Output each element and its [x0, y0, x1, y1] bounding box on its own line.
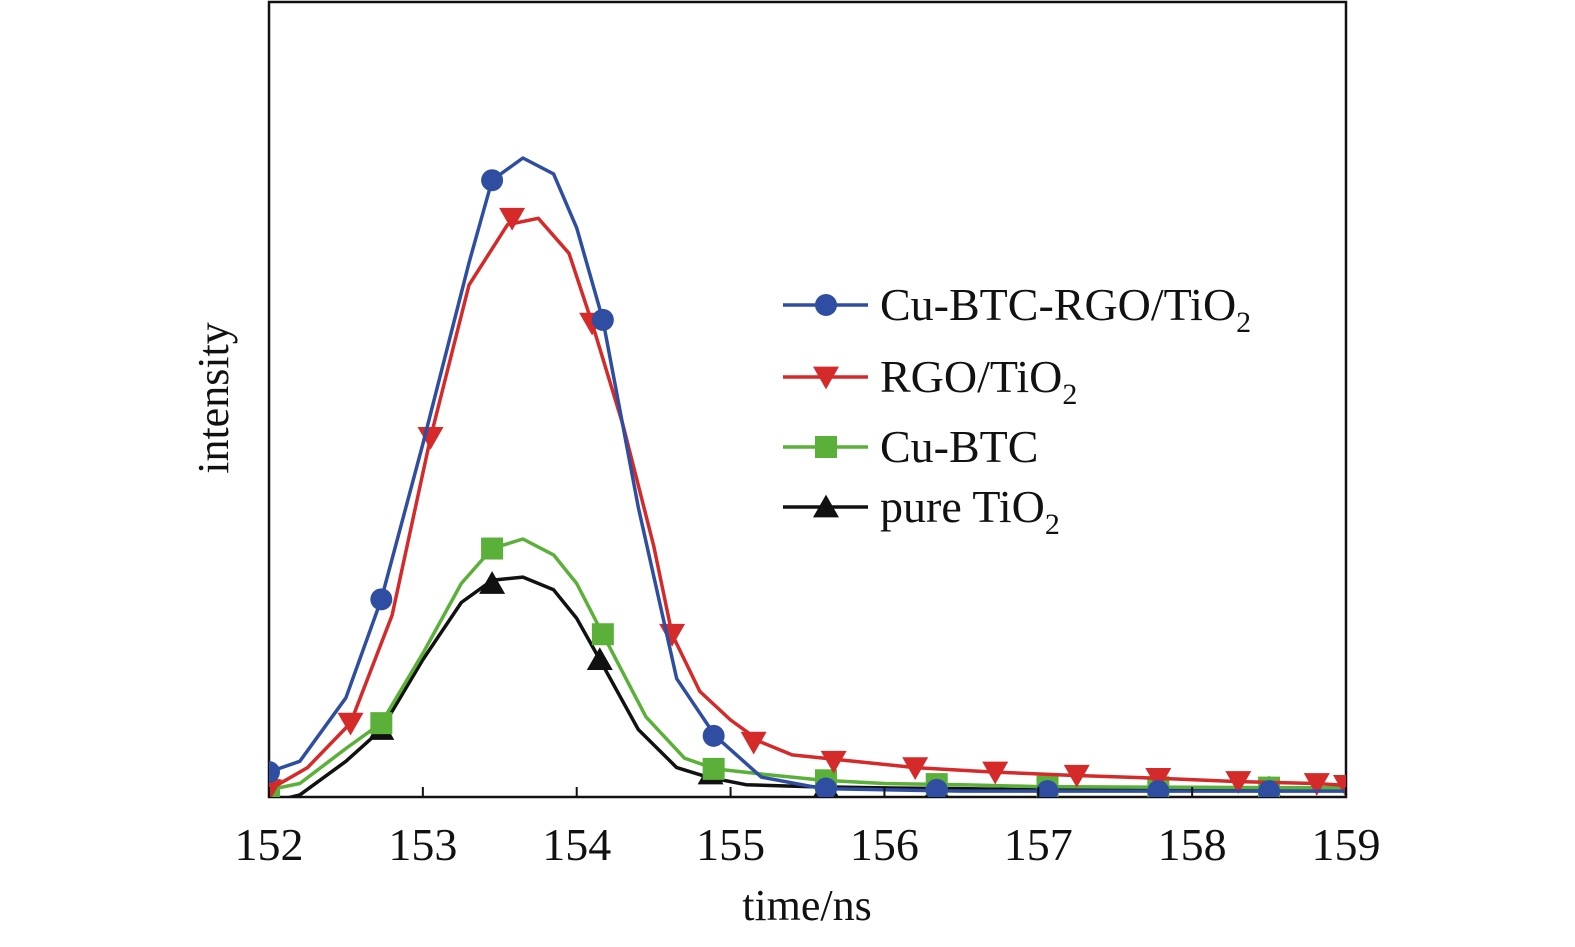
legend-label: Cu-BTC: [880, 421, 1038, 472]
legend-marker: [813, 494, 839, 518]
data-point: [814, 777, 837, 797]
legend-marker: [813, 366, 839, 390]
legend-entry: RGO/TiO2: [783, 351, 1077, 411]
data-point: [1063, 764, 1090, 788]
legend-label: Cu-BTC-RGO/TiO2: [880, 279, 1251, 339]
series-3: [283, 571, 1346, 797]
x-tick-label: 158: [1158, 819, 1227, 870]
data-point: [1258, 780, 1281, 797]
data-point: [479, 571, 506, 594]
data-point: [1303, 773, 1330, 796]
x-tick-label: 152: [235, 819, 304, 870]
series-2: [269, 537, 1346, 797]
data-point: [702, 724, 725, 747]
data-point: [337, 712, 364, 736]
data-point: [591, 308, 614, 331]
legend-label: RGO/TiO2: [880, 351, 1077, 411]
legend-marker: [815, 436, 837, 458]
data-point: [370, 588, 393, 611]
x-tick-label: 154: [542, 819, 611, 870]
x-tick-label: 157: [1004, 819, 1073, 870]
data-point: [820, 750, 847, 774]
legend-label-subscript: 2: [1045, 508, 1060, 541]
legend-label-subscript: 2: [1236, 306, 1251, 339]
y-axis-label: intensity: [189, 322, 238, 474]
data-point: [1147, 780, 1170, 797]
x-tick-label: 159: [1312, 819, 1381, 870]
legend-entry: Cu-BTC: [783, 421, 1038, 472]
data-point: [902, 757, 929, 780]
legend-label-subscript: 2: [1062, 378, 1077, 411]
series-0: [269, 156, 1346, 797]
data-point: [269, 761, 280, 784]
data-point: [586, 647, 613, 671]
x-axis-ticks: 152 153 154 155 156 157 158 159: [235, 787, 1381, 870]
x-tick-label: 155: [696, 819, 765, 870]
x-tick-label: 156: [850, 819, 919, 870]
series-layer: [269, 156, 1346, 797]
data-point: [499, 207, 526, 231]
legend-marker: [815, 294, 837, 316]
data-point: [481, 537, 504, 560]
legend-entry: pure TiO2: [783, 481, 1060, 541]
series-line: [283, 575, 1346, 797]
x-tick-label: 153: [388, 819, 457, 870]
data-point: [925, 778, 948, 797]
data-point: [481, 169, 504, 192]
data-point: [591, 623, 614, 646]
data-point: [659, 623, 686, 647]
data-point: [1036, 780, 1059, 797]
legend: Cu-BTC-RGO/TiO2 RGO/TiO2 Cu-BTC pure TiO2: [783, 279, 1251, 541]
series-line: [269, 537, 1346, 792]
legend-entry: Cu-BTC-RGO/TiO2: [783, 279, 1251, 339]
x-axis-label: time/ns: [742, 881, 872, 930]
legend-label: pure TiO2: [880, 481, 1060, 541]
series-line: [269, 156, 1346, 793]
plot-frame: [267, 0, 1348, 799]
data-point: [1145, 767, 1172, 791]
data-point: [982, 761, 1009, 785]
data-point: [1225, 771, 1252, 794]
data-point: [740, 731, 767, 755]
data-point: [702, 757, 725, 780]
data-point: [269, 779, 282, 797]
data-point: [370, 712, 393, 735]
